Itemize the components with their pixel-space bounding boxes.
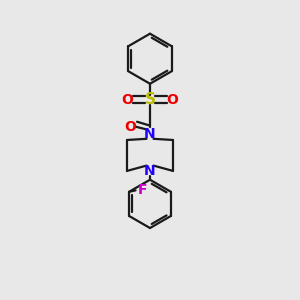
- Text: O: O: [122, 93, 133, 107]
- Text: F: F: [138, 183, 147, 197]
- Text: O: O: [167, 93, 178, 107]
- Text: S: S: [145, 92, 155, 107]
- Text: N: N: [144, 127, 156, 140]
- Text: N: N: [144, 164, 156, 178]
- Text: O: O: [124, 120, 136, 134]
